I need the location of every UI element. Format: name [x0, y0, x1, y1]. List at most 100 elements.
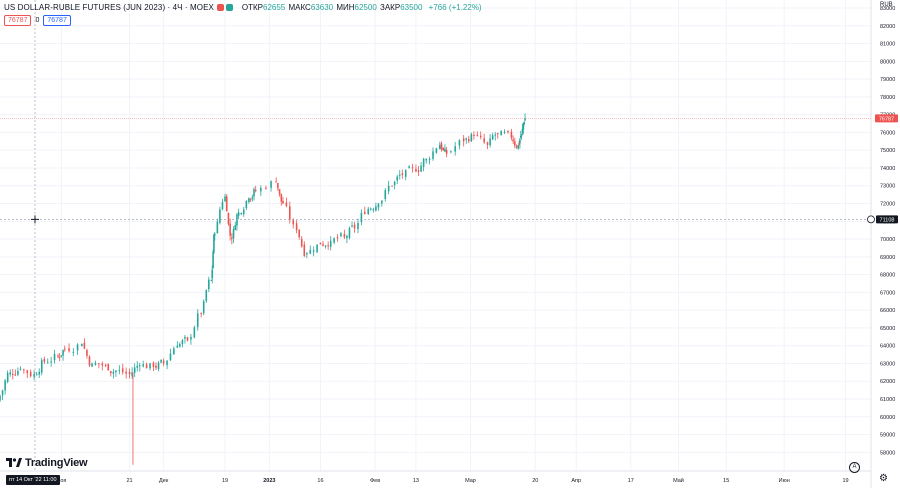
candle-body: [224, 196, 226, 202]
candle-body: [81, 343, 83, 347]
candle-body: [369, 208, 372, 210]
candle-body: [415, 168, 417, 172]
open-label: ОТКР: [241, 3, 263, 12]
candle-body: [138, 365, 141, 367]
price-tick-label: 60000: [880, 415, 895, 421]
price-tick-label: 80000: [880, 59, 895, 65]
candle-body: [494, 134, 497, 136]
candle-body: [265, 187, 267, 189]
candle-body: [393, 181, 396, 186]
candle-body: [486, 142, 489, 145]
price-tick-label: 79000: [880, 77, 895, 83]
candle-body: [242, 209, 245, 215]
candle-body: [444, 148, 446, 152]
candle-body: [0, 395, 1, 401]
candle-body: [289, 206, 291, 220]
candle-body: [157, 362, 160, 370]
buy-dot-icon[interactable]: [226, 4, 234, 11]
candle-body: [23, 369, 25, 371]
candle-body: [519, 135, 522, 138]
time-tick-label: Июн: [779, 478, 790, 484]
candle-body: [14, 374, 17, 376]
price-tick-label: 78000: [880, 95, 895, 101]
buy-price-input[interactable]: 76787: [43, 15, 71, 26]
candle-body: [327, 245, 329, 247]
candle-body: [375, 206, 377, 211]
candle-body: [408, 166, 410, 169]
price-tick-label: 68000: [880, 273, 895, 279]
sell-dot-icon[interactable]: [217, 4, 225, 11]
candle-body: [112, 371, 115, 374]
price-tick-label: 66000: [880, 308, 895, 314]
candle-body: [237, 212, 240, 216]
time-tick-label: 17: [628, 478, 634, 484]
time-tick-label: 16: [317, 478, 323, 484]
price-tick-label: 76000: [880, 130, 895, 136]
candle-body: [149, 363, 151, 369]
candle-body: [173, 348, 175, 355]
candle-body: [181, 340, 184, 345]
candle-body: [162, 360, 165, 364]
candle-body: [524, 118, 526, 121]
price-tick-label: 64000: [880, 344, 895, 350]
add-alert-icon[interactable]: [867, 215, 875, 224]
price-tick-label: 74000: [880, 166, 895, 172]
reset-scale-icon[interactable]: A: [849, 462, 860, 473]
high-label: МАКС: [288, 3, 311, 12]
candle-body: [507, 130, 509, 133]
gear-icon[interactable]: ⚙: [879, 473, 888, 484]
candle-body: [292, 220, 295, 225]
candle-body: [467, 138, 470, 142]
crosshair-price-badge: [876, 215, 898, 224]
candle-body: [118, 370, 121, 372]
tradingview-logo[interactable]: TradingView: [6, 457, 88, 469]
symbol-title[interactable]: US DOLLAR-RUBLE FUTURES (JUN 2023) · 4Ч …: [4, 3, 214, 12]
candle-body: [91, 363, 93, 367]
candle-body: [1, 390, 4, 396]
currency-label[interactable]: RUB: [880, 2, 893, 8]
candle-body: [249, 198, 252, 200]
candle-body: [179, 344, 181, 347]
candle-body: [202, 301, 205, 314]
price-tick-label: 81000: [880, 42, 895, 48]
price-tick-label: 72000: [880, 202, 895, 208]
candle-body: [101, 363, 104, 366]
time-tick-label: Апр: [571, 478, 581, 484]
candle-body: [523, 122, 526, 124]
change-value: +766 (+1.22%): [428, 3, 482, 12]
time-tick-label: 19: [222, 478, 228, 484]
candle-body: [340, 233, 342, 237]
sell-price-input[interactable]: 76787: [4, 15, 32, 26]
candle-body: [60, 355, 63, 357]
candle-body: [115, 370, 117, 373]
last-price-badge: [875, 114, 898, 123]
price-tick-label: 82000: [880, 24, 895, 30]
candle-body: [306, 253, 308, 255]
candle-body: [377, 203, 380, 208]
candle-body: [522, 123, 525, 130]
price-tick-label: 67000: [880, 290, 895, 296]
candle-body: [473, 134, 475, 136]
candle-body: [343, 233, 346, 238]
price-tick-label: 63000: [880, 361, 895, 367]
candle-body: [184, 336, 186, 339]
candle-body: [348, 228, 351, 238]
candle-body: [440, 143, 443, 150]
candle-body: [346, 236, 348, 239]
candle-body: [72, 351, 75, 353]
candle-body: [4, 380, 6, 391]
last-price-label: 76787: [879, 116, 894, 122]
candle-body: [125, 371, 127, 374]
candle-body: [155, 365, 157, 368]
candle-body: [221, 201, 224, 210]
candle-body: [398, 174, 401, 176]
candle-body: [98, 363, 100, 365]
time-tick-label: Май: [673, 477, 684, 484]
price-tick-label: 61000: [880, 397, 895, 403]
candle-body: [216, 221, 219, 234]
candle-body: [227, 212, 230, 225]
candle-body: [40, 360, 43, 373]
candle-body: [236, 214, 238, 226]
candle-body: [357, 222, 359, 230]
